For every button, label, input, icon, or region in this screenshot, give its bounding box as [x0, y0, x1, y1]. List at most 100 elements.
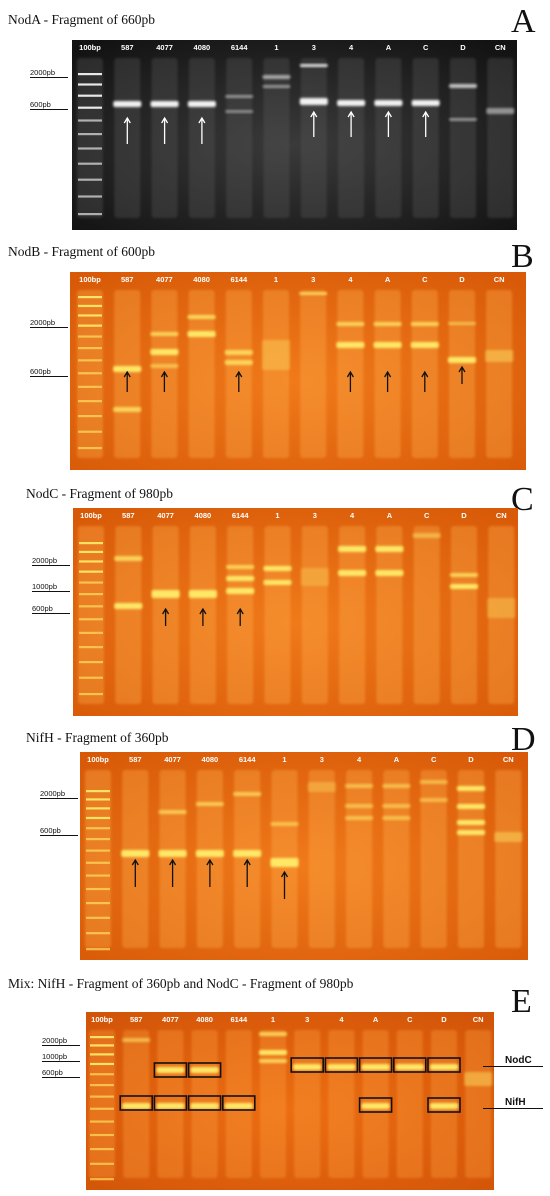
gel-band [259, 1032, 287, 1036]
marker-label: 2000pb [30, 68, 68, 78]
panel-a-letter: A [511, 3, 536, 40]
lane-label: D [468, 755, 474, 764]
gel-band [121, 850, 150, 857]
gel-band [457, 820, 485, 825]
panel-d-title: NifH - Fragment of 360pb [26, 730, 169, 745]
gel-band [373, 322, 402, 326]
gel-band [361, 1064, 390, 1070]
gel-band [262, 85, 291, 88]
gel-band [430, 1064, 458, 1070]
gel-band [151, 590, 180, 598]
gel-band [270, 822, 299, 826]
gel-band [113, 101, 142, 107]
gel-band [448, 322, 476, 325]
gel-band [156, 1103, 185, 1109]
lane-label: 100bp [87, 755, 109, 764]
gel-band [114, 603, 143, 609]
gel-svg: 100bp 587 4077 4080 6144 1 3 4 A C D CN [86, 1012, 494, 1190]
marker-label: 2000pb [40, 789, 78, 799]
gel-band [150, 332, 179, 336]
band-box [119, 1095, 154, 1111]
band-arrow [160, 370, 168, 392]
lane-label: 6144 [232, 511, 250, 520]
band-box [324, 1057, 359, 1073]
lane-label: D [441, 1015, 447, 1024]
gel-band [336, 342, 365, 348]
lane-label: 4 [349, 43, 354, 52]
lane-label: A [373, 1015, 379, 1024]
marker-label: 2000pb [30, 318, 68, 328]
band-box [392, 1057, 427, 1073]
gel-band [345, 784, 374, 788]
lane-label: 4077 [164, 755, 181, 764]
gel-image-panel-d: 100bp 587 4077 4080 6144 1 3 4 A C D CN [80, 752, 528, 960]
gel-band [486, 108, 515, 114]
gel-band [122, 1103, 151, 1109]
gel-band [299, 292, 328, 295]
gel-band [337, 100, 366, 106]
nifh-side-label: NifH [483, 1097, 543, 1109]
band-arrow [206, 858, 214, 887]
marker-label: 2000pb [42, 1036, 80, 1046]
gel-band [187, 315, 216, 319]
lane-label: 3 [311, 275, 315, 284]
gel-svg: 100bp 587 4077 4080 6144 1 3 4 A C D CN [72, 40, 517, 230]
gel-band [382, 784, 411, 788]
gel-band [430, 1103, 458, 1109]
lane-label: 3 [313, 511, 317, 520]
band-arrow [235, 370, 243, 392]
gel-band [450, 584, 478, 589]
band-box [290, 1057, 324, 1073]
band-box [427, 1097, 461, 1113]
gel-band [395, 1064, 424, 1070]
gel-band [374, 100, 403, 106]
band-arrow [384, 110, 392, 137]
lane-label: CN [503, 755, 514, 764]
gel-band [188, 590, 217, 598]
gel-band [450, 573, 478, 577]
gel-band [419, 780, 448, 784]
gel-band [299, 98, 328, 105]
lane-label: D [461, 511, 467, 520]
gel-band [375, 570, 404, 576]
gel-band [150, 101, 179, 107]
gel-band [449, 118, 477, 121]
gel-band [195, 802, 224, 806]
band-arrow [347, 110, 355, 137]
lane-label: 4080 [195, 511, 212, 520]
lane-label: 1 [271, 1015, 275, 1024]
lane-label: 4080 [193, 275, 210, 284]
gel-band [122, 1038, 151, 1042]
lane-label: 587 [122, 511, 135, 520]
panel-c-title: NodC - Fragment of 980pb [26, 486, 173, 501]
marker-label: 1000pb [32, 582, 70, 592]
lane-label: 6144 [239, 755, 257, 764]
band-arrow [280, 870, 289, 899]
lane-label: 4 [339, 1015, 344, 1024]
gel-band [375, 546, 404, 552]
gel-band [113, 407, 142, 412]
band-arrow [198, 116, 206, 144]
lane-label: 1 [282, 755, 286, 764]
gel-band [263, 580, 292, 585]
panel-d-letter: D [511, 721, 536, 758]
gel-band [300, 568, 329, 586]
lane-label: 100bp [79, 43, 101, 52]
gel-band [448, 357, 476, 363]
band-box [153, 1062, 188, 1078]
band-arrow [123, 116, 131, 144]
lane-label: C [407, 1015, 413, 1024]
lane-label: 3 [305, 1015, 309, 1024]
gel-band [327, 1064, 356, 1070]
marker-label: 600pb [42, 1068, 80, 1078]
gel-band [262, 340, 290, 370]
lane-label: 100bp [91, 1015, 113, 1024]
lane-label: 587 [129, 755, 142, 764]
gel-band [187, 331, 216, 337]
lane-label: 1 [275, 511, 279, 520]
marker-label: 600pb [40, 826, 78, 836]
lane-label: 6144 [230, 1015, 248, 1024]
lane-label: 587 [121, 275, 134, 284]
gel-band [457, 786, 485, 791]
marker-label: 2000pb [32, 556, 70, 566]
